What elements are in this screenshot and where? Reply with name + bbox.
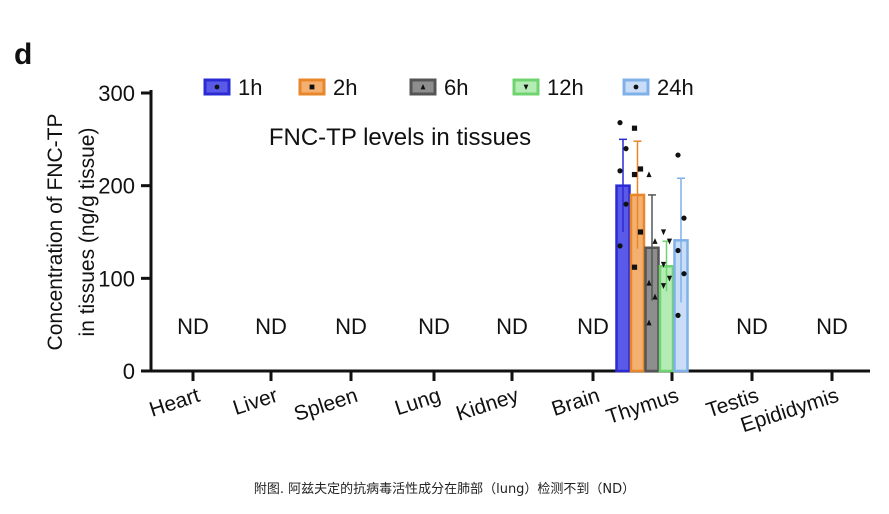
y-tick-label: 100 (98, 266, 135, 291)
data-point-2h (637, 229, 644, 235)
nd-label: ND (418, 314, 450, 339)
data-point-1h (617, 243, 623, 249)
legend-label-12h: 12h (547, 75, 584, 100)
x-tick-label-heart: Heart (147, 384, 203, 422)
data-point-12h (666, 238, 673, 245)
nd-label: ND (177, 314, 209, 339)
x-tick-label-kidney: Kidney (453, 384, 522, 426)
data-point-6h (646, 171, 652, 178)
data-point-12h (666, 275, 673, 282)
x-tick-label-brain: Brain (549, 384, 603, 421)
y-axis-label-line2: in tissues (ng/g tissue) (76, 128, 99, 337)
data-point-24h (675, 312, 681, 318)
nd-label: ND (335, 314, 367, 339)
data-point-2h (631, 125, 638, 131)
y-tick-label: 0 (123, 359, 135, 384)
legend-marker-1h (214, 84, 220, 90)
data-point-24h (681, 215, 687, 221)
chart-title: FNC-TP levels in tissues (269, 124, 531, 151)
data-point-2h (631, 264, 638, 270)
legend: 1h 2h 6h 12h 24h (203, 75, 694, 100)
nd-label: ND (496, 314, 528, 339)
bars (615, 120, 689, 373)
data-point-12h (660, 229, 667, 236)
legend-label-6h: 6h (444, 75, 468, 100)
data-point-2h (637, 166, 644, 172)
panel-label: d (14, 38, 32, 71)
nd-label: ND (255, 314, 287, 339)
data-point-6h (652, 293, 658, 300)
data-point-1h (617, 168, 623, 174)
nd-label: ND (816, 314, 848, 339)
legend-marker-6h (420, 84, 426, 90)
data-point-2h (631, 171, 638, 178)
legend-label-2h: 2h (333, 75, 357, 100)
legend-label-1h: 1h (238, 75, 262, 100)
x-tick-label-lung: Lung (392, 384, 444, 420)
y-axis-label-line1: Concentration of FNC-TP (44, 114, 67, 351)
data-point-24h (675, 247, 681, 254)
legend-label-24h: 24h (657, 75, 694, 100)
data-point-24h (675, 152, 681, 158)
data-point-12h (660, 283, 667, 289)
legend-marker-12h (523, 84, 529, 90)
data-point-6h (652, 238, 658, 244)
legend-marker-2h (309, 84, 315, 90)
nd-label: ND (577, 314, 609, 339)
x-tick-label-spleen: Spleen (291, 384, 360, 426)
x-tick-label-thymus: Thymus (603, 384, 681, 429)
data-point-1h (623, 201, 629, 207)
x-tick-label-liver: Liver (230, 384, 280, 420)
legend-marker-24h (633, 84, 639, 90)
y-tick-label: 200 (98, 174, 135, 199)
data-point-12h (660, 261, 667, 268)
data-point-1h (617, 120, 623, 126)
data-point-6h (646, 279, 652, 286)
data-point-24h (681, 271, 687, 277)
data-point-1h (623, 146, 629, 152)
data-point-6h (646, 319, 652, 326)
nd-label: ND (736, 314, 768, 339)
figure-caption: 附图. 阿兹夫定的抗病毒活性成分在肺部（lung）检测不到（ND） (253, 482, 636, 497)
y-tick-label: 300 (98, 81, 135, 106)
